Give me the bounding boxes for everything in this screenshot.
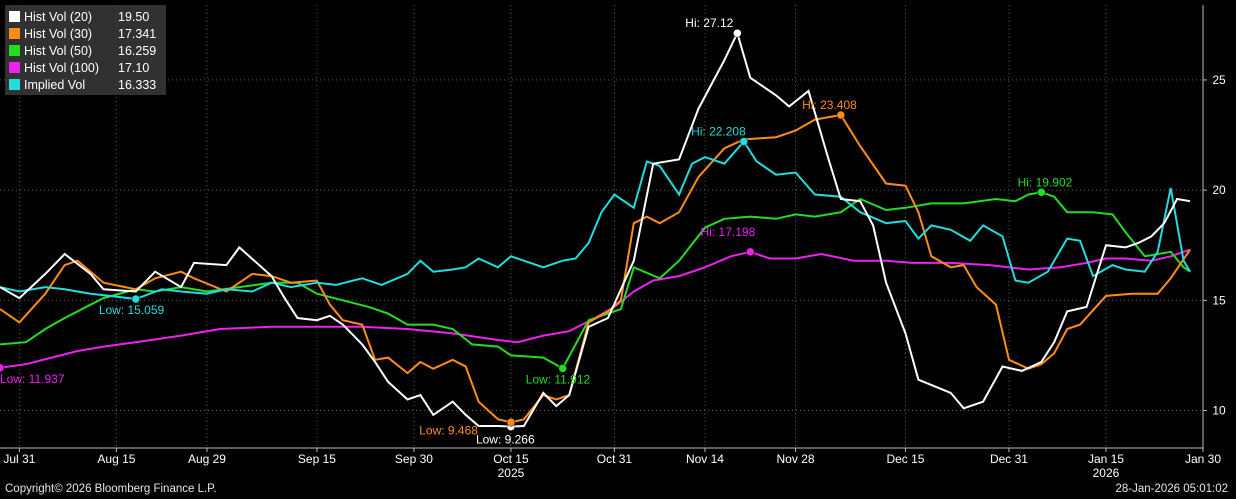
legend-swatch xyxy=(9,45,20,56)
copyright-text: Copyright© 2026 Bloomberg Finance L.P. xyxy=(5,483,217,495)
y-tick-label: 10 xyxy=(1212,404,1226,418)
x-tick-label: Sep 30 xyxy=(395,452,433,466)
legend-item[interactable]: Hist Vol (100) 17.10 xyxy=(9,59,162,76)
x-tick-label: Nov 14 xyxy=(686,452,724,466)
annotation-marker xyxy=(733,28,742,38)
y-tick-label: 15 xyxy=(1212,293,1226,307)
x-tick-label: Jul 31 xyxy=(3,452,35,466)
y-tick-label: 25 xyxy=(1212,73,1226,87)
annotation-marker xyxy=(506,418,516,427)
annotation-label: Hi: 22.208 xyxy=(691,124,746,138)
annotation-label: Hi: 23.408 xyxy=(802,98,857,112)
legend-label: Hist Vol (20) xyxy=(24,9,93,24)
x-tick-label: Oct 31 xyxy=(597,452,633,466)
legend-swatch xyxy=(9,11,20,22)
annotation-label: Low: 11.937 xyxy=(0,372,65,386)
x-tick-label: Aug 15 xyxy=(97,452,135,466)
annotation-marker xyxy=(1037,188,1046,197)
annotation-label: Hi: 19.902 xyxy=(1018,175,1073,189)
annotation-marker xyxy=(131,294,141,304)
x-year-label: 2026 xyxy=(1093,466,1120,480)
annotation-label: Hi: 27.12 xyxy=(685,16,733,30)
x-tick-label: Aug 29 xyxy=(188,452,226,466)
annotation-marker xyxy=(0,363,5,373)
annotation-label: Hi: 17.198 xyxy=(701,225,756,239)
annotation-label: Low: 9.266 xyxy=(476,433,535,447)
legend-swatch xyxy=(9,79,20,90)
annotation-marker xyxy=(836,110,846,120)
legend-item[interactable]: Hist Vol (30) 17.341 xyxy=(9,25,162,42)
x-tick-label: Jan 30 xyxy=(1185,452,1221,466)
x-tick-label: Jan 15 xyxy=(1088,452,1124,466)
legend-label: Hist Vol (30) xyxy=(24,26,93,41)
x-tick-label: Oct 15 xyxy=(493,452,529,466)
legend-value: 17.341 xyxy=(118,26,157,41)
legend-item[interactable]: Implied Vol 16.333 xyxy=(9,76,162,93)
legend-item[interactable]: Hist Vol (50) 16.259 xyxy=(9,42,162,59)
legend-swatch xyxy=(9,62,20,73)
x-tick-label: Dec 15 xyxy=(886,452,924,466)
annotation-marker xyxy=(558,364,567,373)
legend-value: 16.259 xyxy=(118,43,157,58)
hi-low-annotations: Hi: 27.12 Low: 9.266 Hi: 23.408 Low: 9.468 H… xyxy=(0,16,1073,447)
y-tick-label: 20 xyxy=(1212,183,1226,197)
x-tick-label: Sep 15 xyxy=(298,452,336,466)
legend-value: 16.333 xyxy=(118,77,157,92)
x-tick-label: Dec 31 xyxy=(990,452,1028,466)
annotation-marker xyxy=(746,247,755,257)
legend-label: Implied Vol xyxy=(24,77,86,92)
series-line-hist-vol-20 xyxy=(0,30,1191,428)
x-tick-label: Nov 28 xyxy=(777,452,815,466)
series-line-hist-vol-30 xyxy=(0,113,1191,424)
legend-item[interactable]: Hist Vol (20) 19.50 xyxy=(9,8,162,25)
annotation-marker xyxy=(739,137,749,146)
timestamp-text: 28-Jan-2026 05:01:02 xyxy=(1115,483,1228,495)
legend-value: 17.10 xyxy=(118,60,150,75)
legend-label: Hist Vol (100) xyxy=(24,60,100,75)
legend-swatch xyxy=(9,28,20,39)
legend-label: Hist Vol (50) xyxy=(24,43,93,58)
legend: Hist Vol (20) 19.50 Hist Vol (30) 17.341… xyxy=(5,5,166,95)
grid-lines xyxy=(0,5,1204,448)
legend-value: 19.50 xyxy=(118,9,150,24)
series-line-implied-vol xyxy=(0,139,1191,301)
annotation-label: Low: 11.912 xyxy=(526,372,591,386)
x-year-label: 2025 xyxy=(498,466,525,480)
series-line-hist-vol-100 xyxy=(0,248,1191,369)
annotation-label: Low: 9.468 xyxy=(419,423,478,437)
annotation-label: Low: 15.059 xyxy=(99,303,165,317)
